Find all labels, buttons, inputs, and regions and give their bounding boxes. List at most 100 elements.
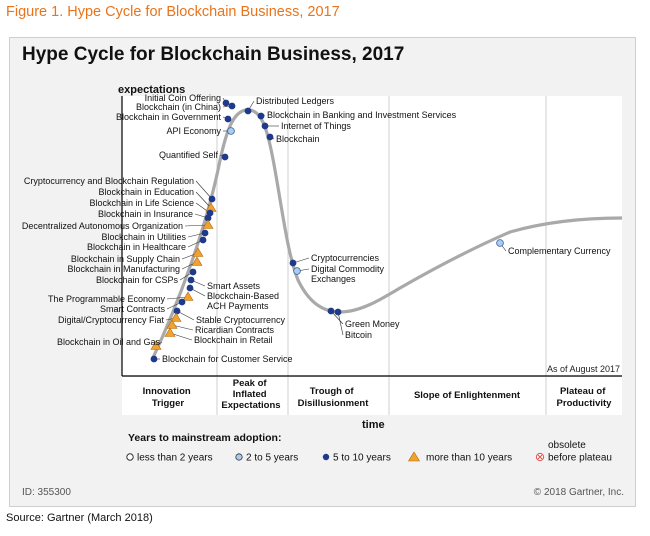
phase-label-4: Slope of Enlightenment (414, 390, 521, 401)
marker-blockchain-in-retail (164, 327, 176, 337)
label-blockchain-in-government: Blockchain in Government (116, 112, 222, 122)
legend-triangle-icon (407, 451, 421, 462)
item-markers (150, 99, 504, 363)
marker-digital-cryptocurrency-fiat (170, 312, 182, 322)
marker-blockchain (266, 133, 274, 141)
as-of-label: As of August 2017 (547, 364, 620, 374)
phase-2-line-1: Peak of (233, 378, 268, 389)
leader-bitcoin (337, 311, 344, 336)
leader-blockchain-in-education (195, 191, 212, 209)
marker-blockchain-in-banking-and-investment-services (257, 112, 265, 120)
marker-blockchain-in-insurance (204, 214, 212, 222)
label-blockchain-in-utilities: Blockchain in Utilities (101, 232, 186, 242)
phase-labels: Innovation Trigger Peak of Inflated Expe… (143, 378, 612, 411)
label-smart-contracts: Smart Contracts (100, 304, 166, 314)
label-blockchain-in-oil-and-gas: Blockchain in Oil and Gas (57, 337, 161, 347)
leader-cryptocurrency-and-blockchain-regulation (195, 180, 213, 200)
label-smart-assets: Smart Assets (207, 281, 261, 291)
figure-caption: Figure 1. Hype Cycle for Blockchain Busi… (6, 4, 340, 20)
source-note: Source: Gartner (March 2018) (6, 512, 153, 524)
label-blockchain-in-insurance: Blockchain in Insurance (98, 209, 193, 219)
phase-2-line-3: Expectations (221, 400, 280, 411)
label-cryptocurrency-and-blockchain-regulation: Cryptocurrency and Blockchain Regulation (24, 176, 194, 186)
label-bitcoin: Bitcoin (345, 330, 372, 340)
label-blockchain-in-manufacturing: Blockchain in Manufacturing (67, 264, 180, 274)
marker-bitcoin (334, 308, 342, 316)
label-distributed-ledgers: Distributed Ledgers (256, 96, 335, 106)
label-blockchain-in-retail: Blockchain in Retail (194, 335, 273, 345)
legend-light-icon (235, 453, 243, 461)
leader-decentralized-autonomous-organization (184, 224, 209, 227)
marker-smart-contracts (178, 298, 186, 306)
leader-the-programmable-economy (166, 296, 189, 300)
label-decentralized-autonomous-organization: Decentralized Autonomous Organization (22, 221, 183, 231)
phase-band (122, 377, 622, 415)
label-digital-commodity-exchanges: Digital Commodity Exchanges (311, 264, 385, 284)
label-line-digital-commodity-exchanges-0: Digital Commodity (311, 264, 385, 274)
marker-blockchain-in-oil-and-gas (150, 340, 162, 350)
phase-3-line-2: Disillusionment (298, 398, 370, 409)
label-digital-cryptocurrency-fiat: Digital/Cryptocurrency Fiat (58, 315, 165, 325)
label-blockchain: Blockchain (276, 134, 320, 144)
label-initial-coin-offering: Initial Coin Offering (145, 93, 221, 103)
phase-5-line-1: Plateau of (560, 386, 606, 397)
marker-green-money (327, 307, 335, 315)
label-stable-cryptocurrency: Stable Cryptocurrency (196, 315, 286, 325)
marker-blockchain-in-manufacturing (191, 256, 203, 266)
marker-blockchain-in-healthcare (199, 236, 207, 244)
legend-label-obsolete-2: before plateau (548, 453, 612, 464)
marker-quantified-self (221, 153, 229, 161)
marker-blockchain-in-government (224, 115, 232, 123)
label-line-blockchain-based-ach-payments-0: Blockchain-Based (207, 291, 279, 301)
label-green-money: Green Money (345, 319, 400, 329)
label-blockchain-in-life-science: Blockchain in Life Science (89, 198, 194, 208)
marker-internet-of-things (261, 122, 269, 130)
phase-1-line-1: Innovation (143, 386, 191, 397)
legend-hollow-icon (126, 453, 134, 461)
legend-label-triangle: more than 10 years (426, 453, 512, 464)
marker-smart-assets (187, 276, 195, 284)
marker-blockchain-based-ach-payments (186, 284, 194, 292)
x-axis-label: time (362, 419, 385, 431)
label-blockchain-based-ach-payments: Blockchain-Based ACH Payments (207, 291, 279, 311)
label-internet-of-things: Internet of Things (281, 121, 351, 131)
label-cryptocurrencies: Cryptocurrencies (311, 253, 380, 263)
label-ricardian-contracts: Ricardian Contracts (195, 325, 275, 335)
phase-2-line-2: Inflated (233, 389, 267, 400)
marker-cryptocurrencies (289, 259, 297, 267)
chart-title: Hype Cycle for Blockchain Business, 2017 (22, 44, 405, 65)
marker-cryptocurrency-and-blockchain-regulation (208, 195, 216, 203)
label-blockchain-in-china: Blockchain (in China) (136, 102, 221, 112)
label-blockchain-in-education: Blockchain in Education (98, 187, 194, 197)
marker-initial-coin-offering (222, 99, 230, 107)
marker-api-economy (227, 127, 235, 135)
copyright: © 2018 Gartner, Inc. (534, 487, 624, 498)
marker-distributed-ledgers (244, 107, 252, 115)
marker-blockchain-in-china (228, 102, 236, 110)
legend-title: Years to mainstream adoption: (128, 432, 281, 444)
legend-label-light: 2 to 5 years (246, 453, 298, 464)
marker-the-programmable-economy (182, 291, 194, 301)
y-axis-label: expectations (118, 84, 185, 96)
marker-stable-cryptocurrency (173, 307, 181, 315)
marker-blockchain-for-customer-service (150, 355, 158, 363)
legend-label-obsolete-1: obsolete (548, 440, 586, 451)
label-line-blockchain-based-ach-payments-1: ACH Payments (207, 301, 269, 311)
label-blockchain-in-supply-chain: Blockchain in Supply Chain (71, 254, 180, 264)
phase-label-2: Peak of Inflated Expectations (221, 378, 280, 411)
phase-1-line-2: Trigger (152, 398, 185, 409)
marker-digital-commodity-exchanges (293, 267, 301, 275)
legend-obsolete-cross-icon (537, 454, 543, 460)
phase-label-1: Innovation Trigger (143, 386, 194, 409)
label-blockchain-for-customer-service: Blockchain for Customer Service (162, 354, 293, 364)
label-the-programmable-economy: The Programmable Economy (48, 294, 166, 304)
phase-label-3: Trough of Disillusionment (298, 386, 370, 409)
marker-complementary-currency (496, 239, 504, 247)
phase-label-5: Plateau of Productivity (557, 386, 613, 409)
legend: less than 2 years 2 to 5 years 5 to 10 y… (126, 440, 612, 464)
marker-blockchain-in-supply-chain (192, 247, 204, 257)
label-complementary-currency: Complementary Currency (508, 246, 611, 256)
phase-band-dividers (216, 377, 547, 415)
